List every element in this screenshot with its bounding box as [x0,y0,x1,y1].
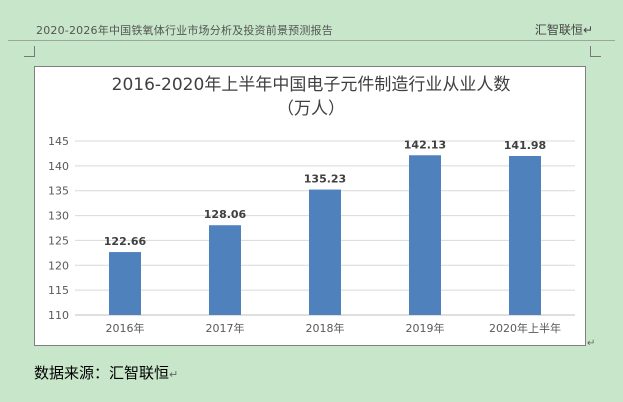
document-header: 2020-2026年中国铁氧体行业市场分析及投资前景预测报告 汇智联恒↵ [0,0,623,56]
bar [209,225,241,315]
source-note: 数据来源：汇智联恒↵ [34,362,178,383]
x-tick-label: 2020年上半年 [489,321,561,335]
y-tick-label: 145 [48,135,69,148]
data-label: 142.13 [404,138,446,151]
paragraph-mark-icon: ↵ [169,368,179,381]
report-title: 2020-2026年中国铁氧体行业市场分析及投资前景预测报告 [36,24,333,37]
bar [509,156,541,315]
data-label: 128.06 [204,208,247,221]
header-divider [8,40,615,41]
y-tick-label: 120 [48,259,69,272]
y-tick-label: 115 [48,284,69,297]
paragraph-mark-icon: ↵ [582,23,593,37]
data-label: 122.66 [104,235,147,248]
x-tick-label: 2016年 [106,321,145,335]
paragraph-mark-icon: ↵ [587,338,596,349]
chart-title: 2016-2020年上半年中国电子元件制造行业从业人数 （万人） [35,73,587,121]
source-text: 数据来源：汇智联恒 [34,364,170,382]
x-tick-label: 2017年 [206,321,245,335]
bar [109,252,141,315]
chart-title-line2: （万人） [277,99,345,119]
y-tick-label: 135 [48,185,69,198]
chart-frame: 2016-2020年上半年中国电子元件制造行业从业人数 （万人） 110 115 1… [34,66,586,346]
header-brand: 汇智联恒↵ [535,21,593,38]
brand-name: 汇智联恒 [534,23,583,37]
crop-mark-top-right [590,46,601,57]
chart-title-line1: 2016-2020年上半年中国电子元件制造行业从业人数 [111,75,511,95]
bar [409,155,441,315]
y-tick-label: 110 [48,309,69,322]
data-label: 141.98 [504,139,546,152]
x-tick-label: 2019年 [406,321,445,335]
bar [309,189,341,315]
crop-mark-top-left [24,46,35,57]
bar-chart: 110 115 120 125 130 135 140 145 122.66 2016年 128.0… [48,135,575,335]
y-tick-label: 140 [48,160,69,173]
y-tick-label: 130 [48,210,69,223]
x-tick-label: 2018年 [306,321,345,335]
y-tick-label: 125 [48,234,69,247]
data-label: 135.23 [304,173,346,186]
